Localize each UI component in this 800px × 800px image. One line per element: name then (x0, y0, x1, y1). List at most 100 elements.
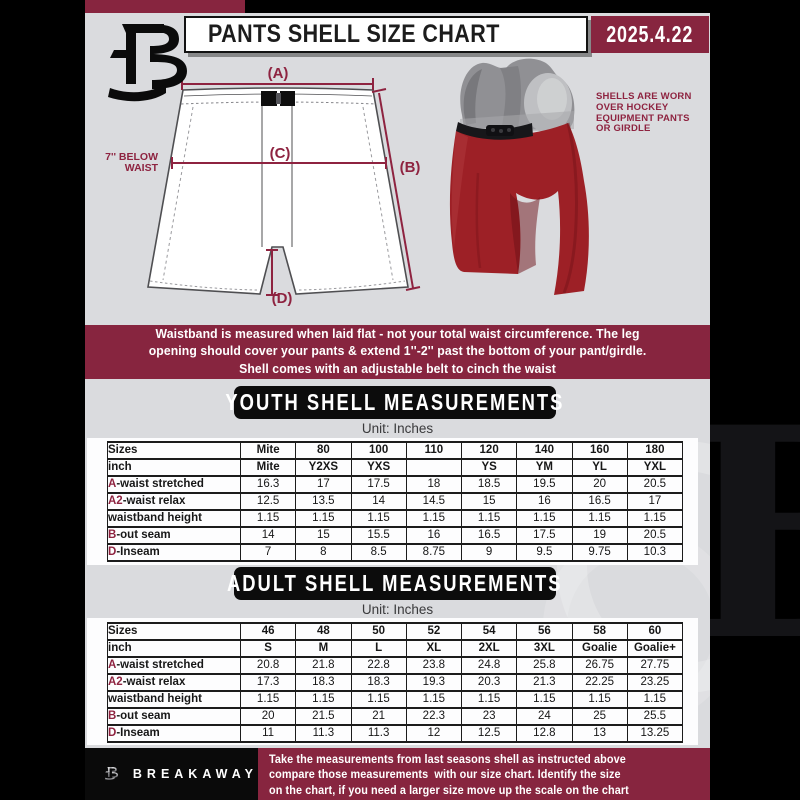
table-cell: 15.5 (350, 526, 407, 545)
row-label-prefix: A2 (108, 676, 123, 688)
below-waist-label: 7'' BELOW WAIST (105, 151, 158, 174)
table-cell: 17.3 (239, 673, 297, 692)
size-table: Sizes Mite 80 100 110 120 140 160 180 inch Mite Y2X… (107, 441, 684, 562)
table-cell: 12 (405, 724, 463, 743)
table-cell: 21.3 (516, 673, 573, 692)
table-cell: 22.3 (405, 707, 463, 726)
table-cell: 20.5 (626, 526, 684, 545)
table-row: waistband height 1.15 1.15 1.15 1.15 1.15 1.15… (107, 509, 684, 528)
table-cell: 8.5 (350, 543, 407, 562)
table-cell: 20 (571, 475, 628, 494)
table-cell: 23.8 (405, 656, 463, 675)
row-label-prefix: A (108, 659, 117, 671)
table-cell: YXL (626, 458, 684, 477)
table-cell: 25 (571, 707, 628, 726)
table-cell: 14 (239, 526, 297, 545)
table-cell: 14.5 (405, 492, 463, 511)
row-label: Sizes (107, 441, 241, 460)
table-cell: 25.5 (626, 707, 684, 726)
table-cell: 56 (516, 622, 573, 641)
diagram-label-c: (C) (270, 145, 291, 162)
adult-section-title: ADULT SHELL MEASUREMENTS (227, 570, 563, 596)
measurement-info-text: Waistband is measured when laid flat - n… (148, 326, 647, 376)
table-cell: 1.15 (295, 690, 352, 709)
table-cell: 1.15 (516, 509, 573, 528)
table-cell: 60 (626, 622, 684, 641)
table-cell: 110 (405, 441, 463, 460)
table-cell: S (239, 639, 297, 658)
table-cell: 20 (239, 707, 297, 726)
table-cell: 16.5 (571, 492, 628, 511)
table-cell: 17 (295, 475, 352, 494)
table-cell: 16 (516, 492, 573, 511)
table-cell: 23 (460, 707, 518, 726)
measurement-info-banner: Waistband is measured when laid flat - n… (85, 325, 710, 379)
adult-unit-label: Unit: Inches (361, 602, 434, 617)
adult-section-banner: ADULT SHELL MEASUREMENTS (227, 567, 561, 600)
table-row: B-out seam 20 21.5 21 22.3 23 24 25 25.5 (107, 707, 684, 726)
row-label: waistband height (107, 509, 241, 528)
row-label: B-out seam (107, 707, 241, 726)
table-cell: 13 (571, 724, 628, 743)
table-row: A2-waist relax 17.3 18.3 18.3 19.3 20.3 21.3 22… (107, 673, 684, 692)
table-cell: 14 (350, 492, 407, 511)
table-cell: 7 (239, 543, 297, 562)
table-cell: 1.15 (571, 509, 628, 528)
table-cell: 12.5 (239, 492, 297, 511)
table-cell: 12.5 (460, 724, 518, 743)
table-row: B-out seam 14 15 15.5 16 16.5 17.5 19 20.5 (107, 526, 684, 545)
table-cell: 12.8 (516, 724, 573, 743)
table-cell: 120 (460, 441, 518, 460)
table-cell: 48 (295, 622, 352, 641)
table-cell: Y2XS (295, 458, 352, 477)
row-label-prefix: D (108, 727, 117, 739)
row-label-prefix: B (108, 529, 117, 541)
row-label: A-waist stretched (107, 656, 241, 675)
table-cell: Mite (239, 441, 297, 460)
table-cell: 20.3 (460, 673, 518, 692)
row-label: D-Inseam (107, 543, 241, 562)
table-cell: 19 (571, 526, 628, 545)
table-cell: 80 (295, 441, 352, 460)
table-row: waistband height 1.15 1.15 1.15 1.15 1.15 1.15… (107, 690, 684, 709)
page-title-bar: PANTS SHELL SIZE CHART (184, 16, 588, 53)
table-cell: 17.5 (516, 526, 573, 545)
shorts-outline (147, 87, 409, 295)
row-label: waistband height (107, 690, 241, 709)
row-label-prefix: A2 (108, 495, 123, 507)
youth-section-title: YOUTH SHELL MEASUREMENTS (225, 389, 565, 415)
table-row: D-Inseam 7 8 8.5 8.75 9 9.5 9.75 10.3 (107, 543, 684, 562)
adult-size-table: Sizes 46 48 50 52 54 56 58 60 inch S M L XL 2XL 3XL Goal… (107, 622, 684, 743)
table-cell: 9.75 (571, 543, 628, 562)
svg-text:7'' BELOW: 7'' BELOW (105, 151, 158, 163)
table-cell: 1.15 (239, 509, 297, 528)
table-cell: 100 (350, 441, 407, 460)
table-cell: 1.15 (460, 509, 518, 528)
table-cell: YL (571, 458, 628, 477)
table-cell: 3XL (516, 639, 573, 658)
table-cell: 22.25 (571, 673, 628, 692)
table-cell: 24.8 (460, 656, 518, 675)
table-cell: 2XL (460, 639, 518, 658)
date-badge: 2025.4.22 (591, 16, 709, 53)
watermark-b-letter: B (710, 390, 800, 680)
row-label: B-out seam (107, 526, 241, 545)
table-cell: 1.15 (460, 690, 518, 709)
table-cell: 18.3 (350, 673, 407, 692)
table-cell: 21 (350, 707, 407, 726)
row-label: D-Inseam (107, 724, 241, 743)
table-cell: 23.25 (626, 673, 684, 692)
row-label: A2-waist relax (107, 673, 241, 692)
footer-instructions-text: Take the measurements from last seasons … (269, 752, 629, 797)
table-cell: 19.3 (405, 673, 463, 692)
table-cell: 58 (571, 622, 628, 641)
table-cell: 18 (405, 475, 463, 494)
table-cell: 180 (626, 441, 684, 460)
table-cell: 26.75 (571, 656, 628, 675)
table-cell: 140 (516, 441, 573, 460)
table-cell: 1.15 (516, 690, 573, 709)
table-cell (405, 458, 463, 477)
footer-instructions: Take the measurements from last seasons … (258, 748, 710, 800)
table-cell: 11 (239, 724, 297, 743)
table-cell: 54 (460, 622, 518, 641)
